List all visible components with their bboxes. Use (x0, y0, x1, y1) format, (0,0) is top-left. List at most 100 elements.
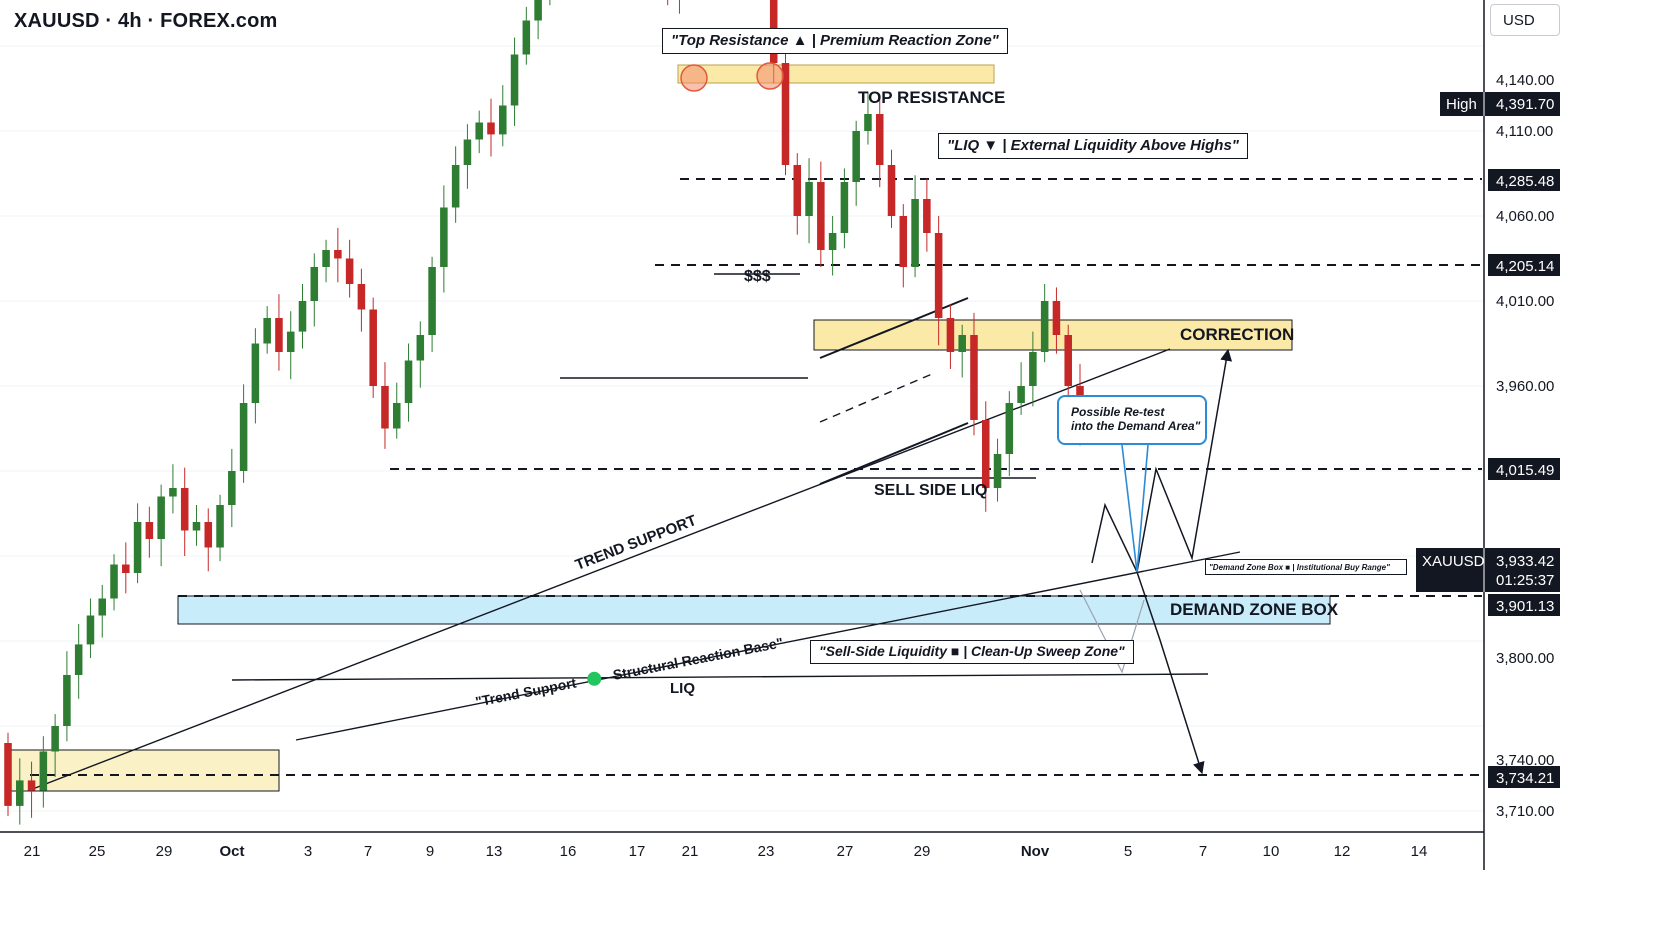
structural-base-line (295, 551, 1241, 741)
y-tick-label: 4,110.00 (1496, 123, 1553, 140)
retest-callout: Possible Re-test into the Demand Area" (1057, 395, 1207, 445)
tag-3734: 3,734.21 (1496, 770, 1554, 787)
candle-down (899, 216, 908, 267)
y-tick-label: 3,960.00 (1496, 378, 1554, 395)
projection-down-path (1136, 571, 1205, 775)
candle-up (475, 122, 483, 140)
candle-down (381, 386, 389, 429)
sell-side-liq-label: SELL SIDE LIQ (874, 482, 988, 499)
top-circle-right (756, 62, 784, 90)
sweep-pointer (1079, 589, 1145, 674)
retest-line2: into the Demand Area" (1071, 419, 1201, 433)
candle-up (463, 139, 472, 165)
candle-down (781, 63, 790, 165)
top-resistance-zone (677, 64, 995, 84)
candle-up (192, 522, 201, 531)
high-tag-bg (1440, 92, 1560, 116)
high-tag-label: High (1446, 96, 1477, 113)
candle-up (993, 454, 1002, 488)
candle-up (63, 675, 71, 726)
sweep-callout: "Sell-Side Liquidity ■ | Clean-Up Sweep … (810, 640, 1134, 664)
tag-4205: 4,205.14 (1496, 258, 1554, 275)
sweep-callout-text: "Sell-Side Liquidity ■ | Clean-Up Sweep … (819, 643, 1125, 659)
candle-down (887, 165, 896, 216)
candle-down (875, 114, 884, 165)
liq-callout: "LIQ ▼ | External Liquidity Above Highs" (938, 133, 1248, 159)
x-tick-label: 29 (914, 843, 931, 860)
x-tick-label: 25 (89, 843, 106, 860)
candle-up (852, 131, 860, 182)
tag-4285-bg (1488, 169, 1560, 191)
candle-up (416, 335, 425, 361)
currency-selector[interactable]: USD (1490, 4, 1560, 36)
correction-label: CORRECTION (1180, 325, 1295, 344)
y-tick-label: 4,060.00 (1496, 208, 1554, 225)
tag-4015-bg (1488, 458, 1560, 480)
candle-up (251, 343, 260, 403)
candle-down (345, 258, 354, 284)
candle-down (487, 122, 495, 135)
candle-up (51, 726, 59, 752)
candle-up (498, 105, 507, 135)
x-tick-label: 17 (629, 843, 646, 860)
current-price-tag: 3,933.42 (1496, 553, 1554, 570)
candle-down (369, 309, 377, 386)
candle-down (204, 522, 213, 548)
x-tick-label: 10 (1263, 843, 1280, 860)
x-tick-label: 21 (682, 843, 699, 860)
candle-up (392, 403, 401, 429)
tag-3734-bg (1488, 766, 1560, 788)
candle-down (981, 420, 990, 488)
candle-down (145, 522, 154, 539)
symbol-tag-bg (1416, 548, 1560, 592)
candle-down (27, 780, 36, 791)
candle-up (864, 114, 872, 131)
candle-up (440, 207, 448, 267)
tag-3901: 3,901.13 (1496, 598, 1554, 615)
candle-up (510, 54, 519, 106)
y-tick-label: 3,800.00 (1496, 650, 1554, 667)
candle-up (133, 522, 142, 573)
chart-title: XAUUSD · 4h · FOREX.com (14, 10, 278, 32)
top-resistance-callout-text: "Top Resistance ▲ | Premium Reaction Zon… (671, 32, 999, 49)
candle-up (169, 488, 177, 497)
candle-up (840, 182, 849, 233)
tag-4285: 4,285.48 (1496, 173, 1554, 190)
candle-up (86, 615, 95, 645)
liq-callout-text: "LIQ ▼ | External Liquidity Above Highs" (947, 137, 1239, 154)
candle-up (228, 471, 236, 505)
x-tick-label: Oct (219, 843, 244, 860)
demand-tiny-text: "Demand Zone Box ■ | Institutional Buy R… (1209, 563, 1390, 572)
candle-up (298, 301, 307, 332)
candle-down (793, 165, 802, 216)
countdown-tag: 01:25:37 (1496, 572, 1554, 589)
retest-line1: Possible Re-test (1071, 405, 1165, 419)
y-tick-label: 4,140.00 (1496, 72, 1554, 89)
candle-down (970, 335, 978, 420)
top-resistance-label: TOP RESISTANCE (858, 88, 1006, 107)
candle-up (39, 751, 48, 791)
x-tick-label: 5 (1124, 843, 1132, 860)
x-tick-label: 16 (560, 843, 577, 860)
retest-pointer (1121, 444, 1149, 573)
x-tick-label: 23 (758, 843, 775, 860)
candle-up (239, 403, 248, 471)
candle-up (534, 0, 542, 21)
candle-up (1005, 403, 1014, 454)
candle-down (357, 284, 366, 310)
x-tick-label: 13 (486, 843, 503, 860)
candle-up (216, 505, 224, 548)
high-tag-value: 4,391.70 (1496, 96, 1554, 113)
candle-up (286, 331, 295, 352)
candle-up (16, 780, 24, 806)
candle-down (1064, 335, 1072, 386)
candle-up (911, 199, 919, 267)
candle-up (404, 360, 413, 403)
candle-up (1029, 352, 1037, 386)
channel-lower-line (819, 422, 969, 485)
x-tick-label: 29 (156, 843, 173, 860)
candle-down (275, 318, 283, 352)
candle-down (180, 488, 189, 531)
x-tick-label: 9 (426, 843, 434, 860)
